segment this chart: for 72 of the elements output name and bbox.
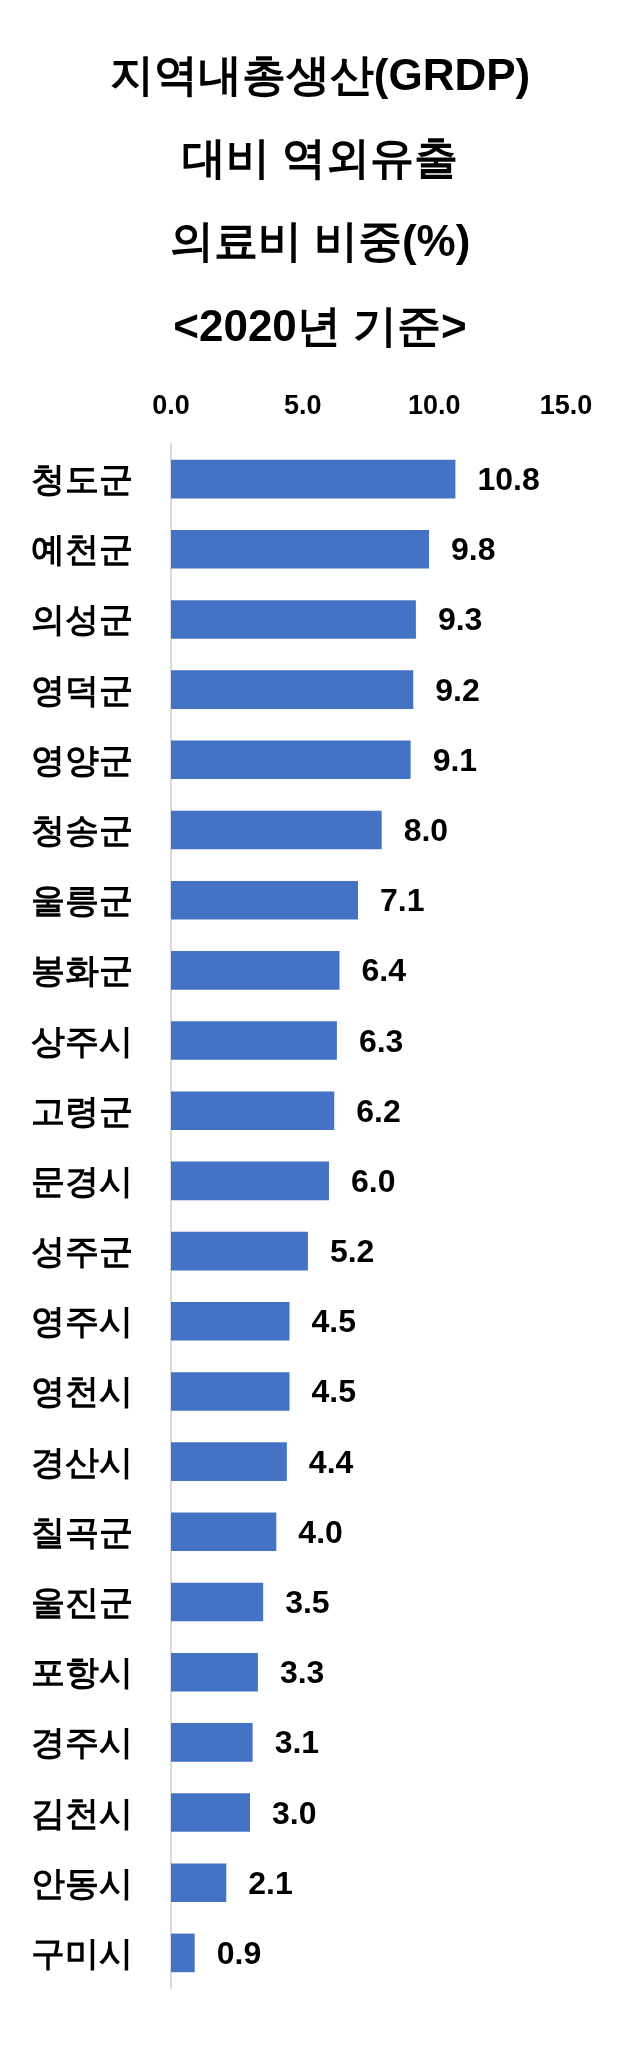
data-label: 2.1 [248, 1864, 293, 1901]
data-label: 5.2 [329, 1233, 375, 1270]
y-tick-label: 영주시 [31, 1302, 133, 1341]
bar [171, 1372, 290, 1411]
y-tick-label: 예천군 [31, 530, 133, 569]
bar [171, 1091, 335, 1131]
y-tick-label: 고령군 [31, 1091, 133, 1130]
bar [171, 1021, 337, 1060]
data-label: 6.3 [358, 1022, 404, 1059]
data-label: 9.1 [432, 741, 478, 778]
y-tick-label: 경주시 [31, 1723, 133, 1762]
data-label: 8.0 [403, 812, 449, 848]
y-tick-label: 청송군 [31, 811, 133, 849]
y-tick-label: 안동시 [31, 1863, 133, 1902]
bar [171, 1793, 250, 1832]
data-label: 3.1 [274, 1724, 320, 1761]
x-tick-label: 10.0 [408, 389, 461, 420]
chart-title: 지역내총생산(GRDP) 대비 역외유출 의료비 비중(%) [109, 50, 531, 265]
y-tick-label: 구미시 [31, 1933, 133, 1972]
y-tick-label: 영덕군 [31, 670, 133, 709]
bar [171, 740, 411, 780]
bar [171, 1652, 258, 1692]
y-tick-label: 청도군 [31, 460, 133, 499]
bar [171, 951, 340, 990]
data-label: 4.5 [311, 1303, 356, 1340]
x-tick-label: 15.0 [539, 389, 593, 420]
x-tick-label: 0.0 [152, 389, 190, 420]
y-tick-label: 울진군 [31, 1583, 133, 1621]
bar [171, 1231, 308, 1271]
data-label: 4.4 [308, 1443, 354, 1480]
y-tick-label: 포항시 [31, 1653, 133, 1692]
bar [171, 1723, 253, 1762]
data-label: 9.8 [451, 531, 496, 568]
data-label: 10.8 [477, 461, 540, 498]
data-label: 3.3 [279, 1654, 325, 1691]
chart-subtitle: <2020년 기준> [173, 301, 467, 350]
y-tick-label: 영양군 [31, 740, 133, 779]
y-tick-label: 성주군 [31, 1232, 133, 1271]
y-tick-label: 경산시 [31, 1442, 133, 1481]
bar [171, 880, 358, 920]
bar [171, 1933, 195, 1973]
y-tick-label: 의성군 [31, 600, 133, 639]
bar [171, 1863, 227, 1903]
bar [171, 600, 416, 639]
y-tick-label: 봉화군 [31, 951, 133, 990]
y-tick-label: 칠곡군 [31, 1512, 133, 1551]
y-tick-label: 상주시 [31, 1021, 133, 1060]
y-tick-label: 울릉군 [31, 881, 133, 920]
bar [171, 1161, 329, 1201]
data-label: 4.0 [298, 1513, 343, 1550]
data-label: 3.5 [285, 1584, 330, 1620]
bar [171, 459, 456, 499]
x-tick-label: 5.0 [283, 389, 322, 420]
bar [171, 1582, 264, 1622]
y-tick-label: 영천시 [31, 1372, 133, 1411]
bar [171, 1512, 277, 1552]
bar [171, 670, 414, 709]
data-label: 9.2 [435, 671, 480, 708]
y-tick-label: 김천시 [31, 1793, 133, 1832]
bar [171, 810, 382, 850]
data-label: 4.5 [311, 1373, 356, 1410]
data-label: 6.2 [356, 1092, 401, 1129]
bar [171, 1442, 287, 1481]
y-tick-label: 문경시 [31, 1161, 133, 1200]
data-label: 0.9 [216, 1934, 262, 1971]
data-label: 7.1 [379, 882, 425, 919]
bar [171, 529, 430, 569]
data-label: 3.0 [272, 1794, 317, 1831]
bar [171, 1301, 290, 1341]
data-label: 6.0 [351, 1162, 396, 1199]
data-label: 9.3 [437, 601, 483, 638]
data-label: 6.4 [361, 952, 407, 989]
